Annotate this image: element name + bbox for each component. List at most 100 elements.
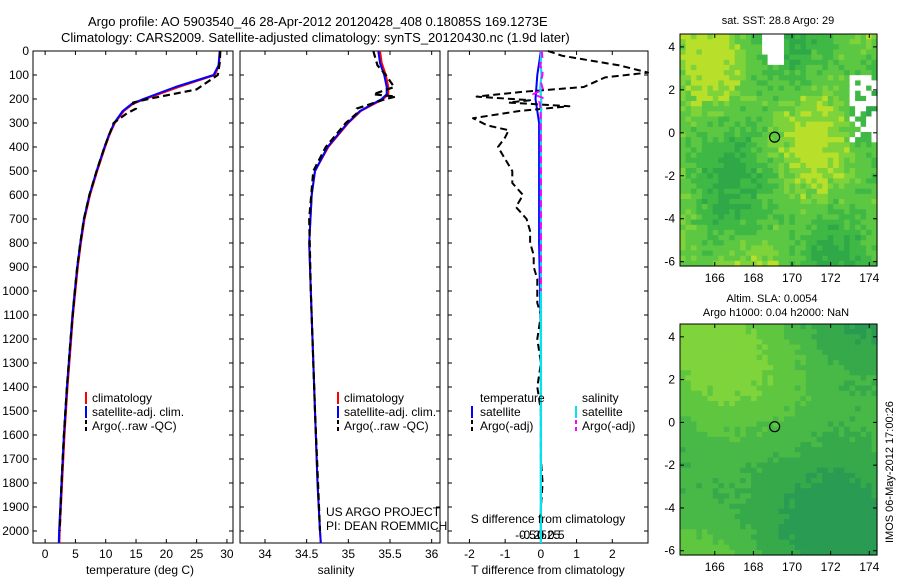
map-cell — [696, 183, 703, 190]
map-cell — [690, 214, 697, 221]
map-cell — [773, 421, 780, 428]
map-cell — [762, 39, 769, 45]
map-cell — [751, 111, 758, 118]
map-cell — [690, 178, 697, 185]
map-cell — [827, 544, 834, 551]
map-cell — [849, 39, 856, 45]
map-cell — [805, 44, 812, 51]
map-cell — [745, 447, 752, 453]
map-cell — [789, 75, 796, 81]
map-cell — [816, 452, 823, 458]
map-cell — [729, 401, 736, 407]
map-cell — [871, 549, 878, 556]
map-cell — [838, 524, 845, 530]
map-cell — [773, 467, 780, 474]
map-cell — [800, 121, 807, 128]
map-cell — [789, 95, 796, 102]
map-cell — [701, 204, 708, 210]
map-cell — [707, 137, 714, 143]
map-cell — [680, 524, 687, 530]
map-cell — [849, 549, 856, 556]
map-cell — [740, 498, 747, 505]
map-cell — [833, 375, 840, 381]
map-cell — [816, 508, 823, 515]
legend-label-t-satellite: satellite — [480, 405, 521, 419]
map-cell — [729, 235, 736, 241]
map-cell — [860, 126, 867, 133]
map-cell — [767, 436, 774, 443]
map-cell — [860, 447, 867, 453]
map-cell — [718, 488, 725, 494]
map-cell — [762, 121, 769, 128]
map-cell — [849, 385, 856, 392]
map-cell — [767, 168, 774, 174]
map-cell — [811, 395, 818, 402]
map-cell — [756, 493, 763, 500]
map-cell — [800, 549, 807, 556]
map-cell — [849, 436, 856, 443]
map-cell — [794, 44, 801, 51]
map-cell — [855, 162, 862, 169]
map-cell — [816, 75, 823, 81]
map-cell — [871, 534, 878, 541]
map-cell — [707, 421, 714, 428]
map-cell — [740, 34, 747, 40]
map-cell — [756, 457, 763, 464]
map-cell — [680, 245, 687, 252]
map-cell — [866, 498, 873, 505]
map-cell — [849, 59, 856, 66]
map-cell — [734, 204, 741, 210]
map-cell — [707, 334, 714, 340]
map-cell — [773, 334, 780, 340]
map-cell — [844, 513, 851, 520]
map-cell — [773, 401, 780, 407]
map-cell — [756, 416, 763, 423]
map-cell — [789, 183, 796, 190]
map-cell — [855, 457, 862, 464]
map-cell — [680, 39, 687, 45]
map-cell — [690, 224, 697, 231]
x-tick-label: 0 — [42, 547, 49, 561]
map-cell — [778, 152, 785, 159]
map-cell — [860, 529, 867, 535]
map-cell — [844, 411, 851, 417]
map-cell — [789, 255, 796, 262]
map-cell — [822, 426, 829, 433]
map-cell — [701, 250, 708, 257]
map-cell — [751, 162, 758, 169]
map-cell — [871, 457, 878, 464]
map-cell — [789, 524, 796, 530]
map-cell — [794, 106, 801, 112]
map-cell — [690, 508, 697, 515]
map-cell — [734, 370, 741, 376]
map-cell — [855, 339, 862, 346]
map-cell — [745, 406, 752, 412]
map-cell — [773, 70, 780, 76]
map-cell — [718, 529, 725, 535]
map-cell — [696, 157, 703, 164]
map-cell — [838, 229, 845, 236]
map-cell — [805, 54, 812, 61]
map-cell — [816, 229, 823, 236]
map-cell — [822, 116, 829, 123]
map-cell — [800, 385, 807, 392]
map-cell — [712, 95, 719, 102]
map-cell — [762, 349, 769, 356]
map-cell — [690, 219, 697, 226]
map-cell — [696, 324, 703, 330]
map-cell — [707, 462, 714, 469]
map-cell — [690, 39, 697, 45]
map-cell — [767, 462, 774, 469]
map-cell — [855, 406, 862, 412]
map-cell — [696, 411, 703, 417]
map-cell — [866, 142, 873, 149]
map-cell — [701, 54, 708, 61]
map-cell — [740, 488, 747, 494]
map-cell — [762, 411, 769, 417]
map-cell — [789, 354, 796, 361]
series-line-argo — [308, 50, 397, 532]
map-cell — [789, 126, 796, 133]
map-cell — [756, 116, 763, 123]
map-cell — [838, 126, 845, 133]
map-cell — [740, 75, 747, 81]
